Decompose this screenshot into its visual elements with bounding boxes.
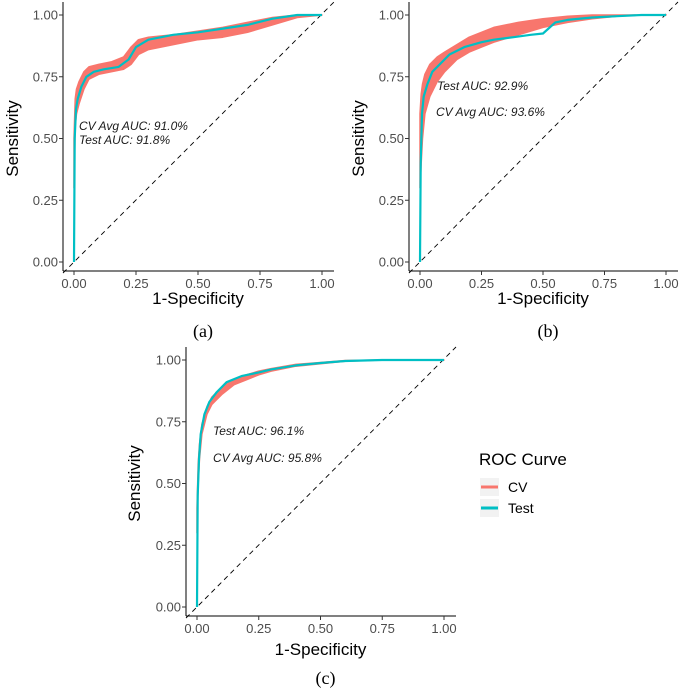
x-tick-label: 1.00 (309, 276, 334, 291)
panel-label: (a) (193, 321, 213, 342)
x-tick-label: 1.00 (653, 276, 678, 291)
y-tick-label: 1.00 (33, 8, 58, 23)
x-axis-title: 1-Specificity (275, 640, 367, 659)
y-tick-label: 0.25 (379, 193, 404, 208)
legend-label-cv: CV (508, 479, 528, 495)
auc-annotation: Test AUC: 92.9% (437, 79, 528, 93)
y-tick-label: 0.00 (379, 255, 404, 270)
x-tick-label: 0.50 (530, 276, 555, 291)
y-tick-label: 0.50 (33, 131, 58, 146)
series-line-test (72, 13, 322, 263)
x-axis-title: 1-Specificity (497, 289, 589, 308)
series-line-test (195, 358, 444, 608)
x-tick-label: 0.25 (469, 276, 494, 291)
legend-title: ROC Curve (479, 450, 567, 469)
series-band-cv (196, 359, 445, 534)
series-line-test (418, 13, 666, 263)
y-axis-title: Sensitivity (125, 445, 144, 522)
y-tick-label: 0.50 (156, 476, 181, 491)
y-tick-label: 0.00 (156, 600, 181, 615)
y-axis-title: Sensitivity (349, 100, 368, 177)
auc-annotation: Test AUC: 96.1% (213, 424, 304, 438)
legend-label-test: Test (508, 500, 534, 516)
y-tick-label: 0.25 (33, 193, 58, 208)
x-tick-label: 0.00 (61, 276, 86, 291)
x-tick-label: 0.75 (370, 621, 395, 636)
y-tick-label: 0.75 (156, 414, 181, 429)
y-tick-label: 0.25 (156, 538, 181, 553)
x-axis-title: 1-Specificity (152, 289, 244, 308)
series-band-cv (419, 14, 667, 189)
y-tick-label: 0.75 (33, 69, 58, 84)
x-tick-label: 0.00 (407, 276, 432, 291)
legend: ROC Curve CV Test (479, 450, 567, 517)
panel-label: (b) (538, 321, 559, 342)
auc-annotation: CV Avg AUC: 93.6% (436, 105, 545, 119)
chart-panel-0: 0.00 0.25 0.50 0.75 1.00 0.00 0.25 0.50 0.75 1.00… (3, 1, 335, 342)
x-tick-label: 0.25 (123, 276, 148, 291)
diagonal-reference-line (185, 346, 457, 619)
x-tick-label: 0.50 (185, 276, 210, 291)
diagonal-reference-line (62, 1, 335, 274)
y-tick-label: 0.50 (379, 131, 404, 146)
x-tick-label: 1.00 (431, 621, 456, 636)
x-tick-label: 0.75 (247, 276, 272, 291)
y-tick-label: 1.00 (156, 353, 181, 368)
auc-annotation: CV Avg AUC: 95.8% (213, 451, 322, 465)
series-band-cv (73, 14, 323, 189)
chart-panel-2: 0.00 0.25 0.50 0.75 1.00 0.00 0.25 0.50 0.75 1.00… (125, 346, 457, 689)
x-tick-label: 0.00 (184, 621, 209, 636)
y-axis-title: Sensitivity (3, 100, 22, 177)
y-tick-label: 1.00 (379, 8, 404, 23)
x-tick-label: 0.50 (308, 621, 333, 636)
x-tick-label: 0.75 (592, 276, 617, 291)
chart-panel-1: 0.00 0.25 0.50 0.75 1.00 0.00 0.25 0.50 0.75 1.00… (349, 1, 679, 342)
y-tick-label: 0.00 (33, 255, 58, 270)
y-tick-label: 0.75 (379, 69, 404, 84)
x-tick-label: 0.25 (246, 621, 271, 636)
auc-annotation: Test AUC: 91.8% (79, 133, 170, 147)
diagonal-reference-line (408, 1, 679, 274)
auc-annotation: CV Avg AUC: 91.0% (79, 119, 188, 133)
panel-label: (c) (316, 668, 336, 689)
